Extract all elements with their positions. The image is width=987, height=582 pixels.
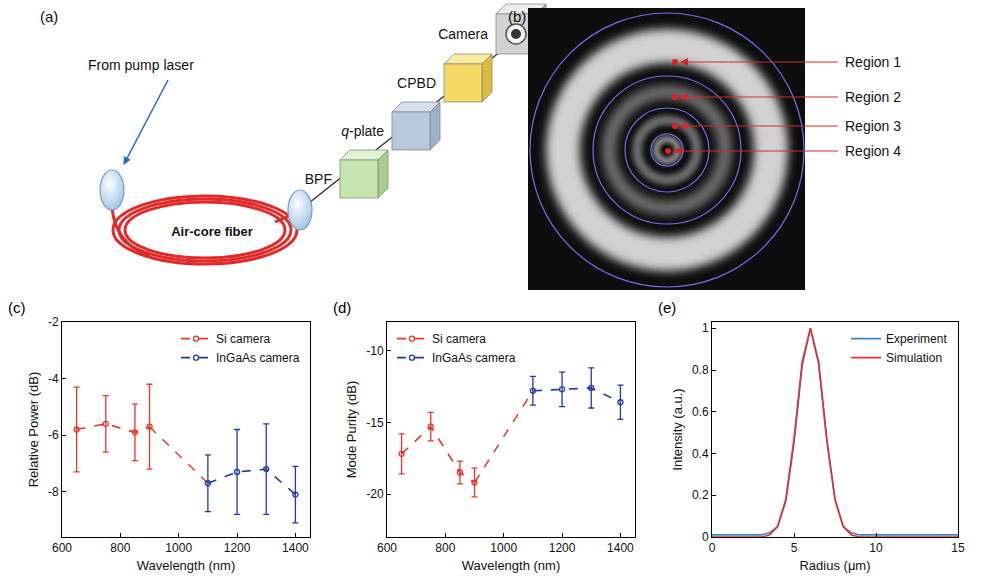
svg-text:Radius (μm): Radius (μm) [799,558,870,573]
svg-text:1400: 1400 [282,541,309,555]
svg-text:Si camera: Si camera [216,332,270,346]
svg-text:600: 600 [52,541,72,555]
svg-text:-6: -6 [48,428,59,442]
svg-text:Camera: Camera [438,26,488,42]
html-text:(e): (e) [658,299,677,316]
svg-text:-2: -2 [48,315,59,329]
svg-text:1: 1 [702,321,709,335]
svg-text:0.4: 0.4 [692,447,709,461]
svg-text:0: 0 [709,541,716,555]
svg-text:1400: 1400 [607,541,634,555]
svg-text:BPF: BPF [305,171,332,187]
svg-text:0: 0 [702,530,709,544]
svg-text:600: 600 [377,541,397,555]
svg-text:Intensity (a.u.): Intensity (a.u.) [670,388,685,470]
svg-text:1000: 1000 [490,541,517,555]
svg-text:1000: 1000 [165,541,192,555]
svg-text:Si camera: Si camera [432,332,486,346]
svg-text:-20: -20 [366,487,384,501]
svg-text:-4: -4 [48,372,59,386]
svg-text:1200: 1200 [224,541,251,555]
svg-text:15: 15 [951,541,965,555]
svg-text:Region 4: Region 4 [845,143,901,159]
svg-text:-15: -15 [366,416,384,430]
svg-text:InGaAs camera: InGaAs camera [432,351,516,365]
svg-text:0.8: 0.8 [692,363,709,377]
svg-text:-8: -8 [48,485,59,499]
svg-text:Simulation: Simulation [886,351,942,365]
svg-text:InGaAs camera: InGaAs camera [216,351,300,365]
svg-text:0.2: 0.2 [692,488,709,502]
svg-text:0.6: 0.6 [692,405,709,419]
html-text:(c): (c) [8,299,26,316]
svg-text:(a): (a) [40,8,58,25]
svg-text:10: 10 [869,541,883,555]
svg-text:Region 3: Region 3 [845,118,901,134]
svg-text:Air-core fiber: Air-core fiber [171,224,253,239]
svg-text:Mode Purity (dB): Mode Purity (dB) [344,381,359,479]
svg-text:Region 1: Region 1 [845,54,901,70]
svg-text:Relative Power (dB): Relative Power (dB) [26,372,41,488]
svg-text:5: 5 [791,541,798,555]
svg-text:800: 800 [435,541,455,555]
svg-text:Wavelength (nm): Wavelength (nm) [462,558,561,573]
svg-text:(b): (b) [508,8,526,25]
html-text:(d): (d) [333,299,352,316]
svg-text:-10: -10 [366,344,384,358]
svg-text:Region 2: Region 2 [845,89,901,105]
svg-text:Wavelength (nm): Wavelength (nm) [137,558,236,573]
svg-text:q-plate: q-plate [341,123,384,139]
svg-text:1200: 1200 [549,541,576,555]
svg-text:From pump laser: From pump laser [88,57,194,73]
svg-text:Experiment: Experiment [886,332,947,346]
svg-text:CPBD: CPBD [397,75,436,91]
svg-text:800: 800 [110,541,130,555]
